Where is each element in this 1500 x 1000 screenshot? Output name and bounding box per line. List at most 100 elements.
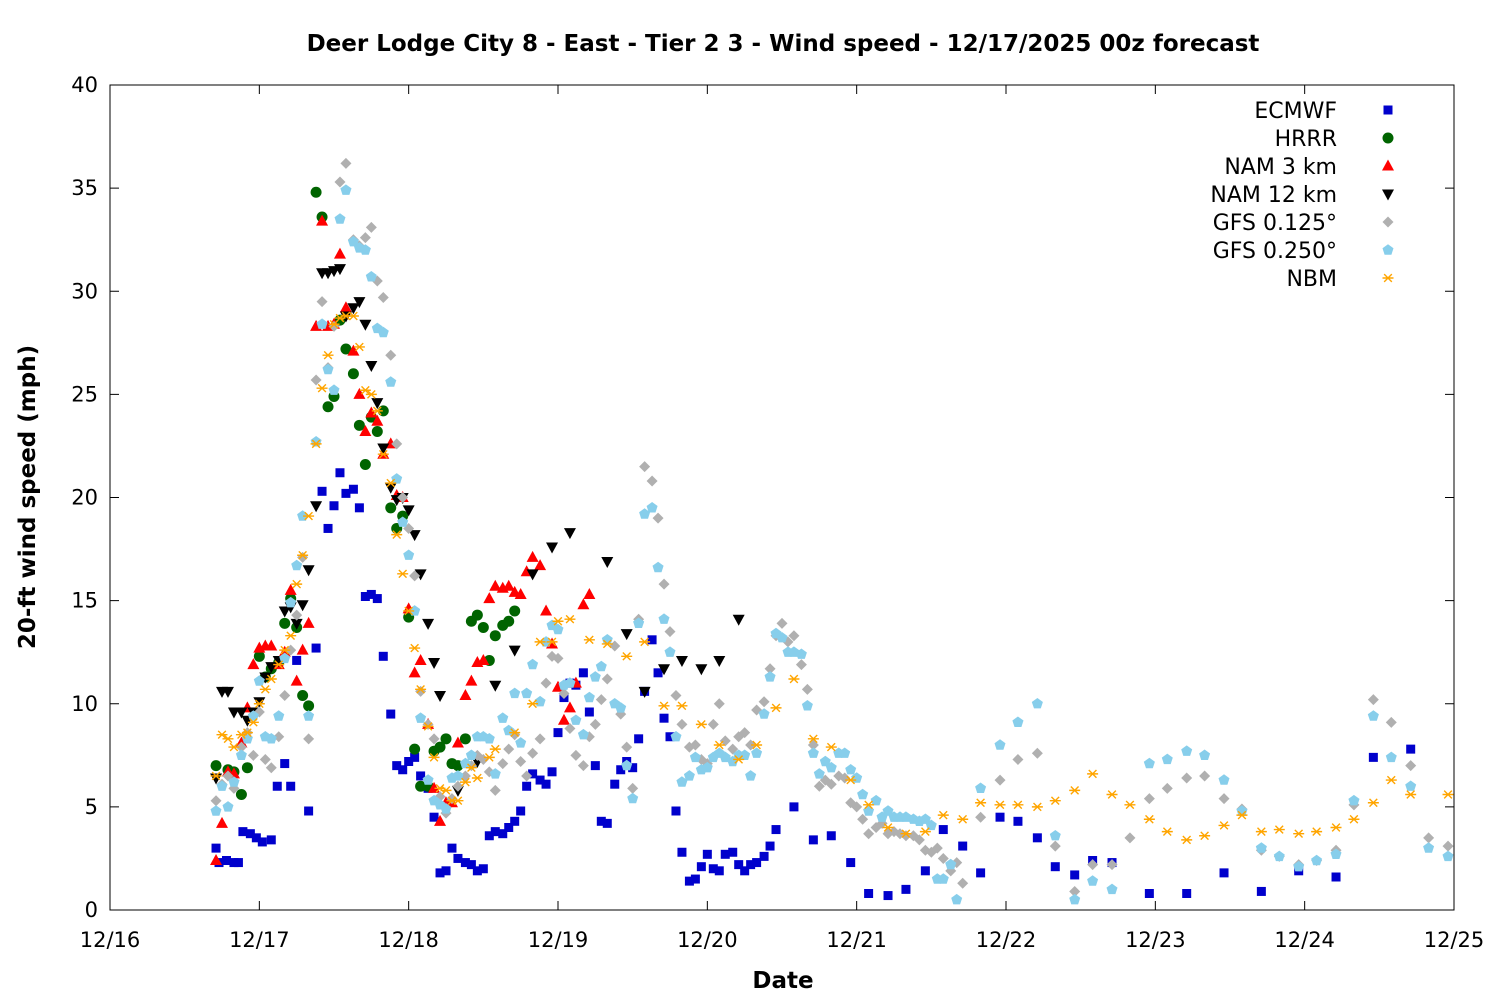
data-point bbox=[222, 801, 234, 812]
data-point bbox=[719, 735, 731, 747]
data-point bbox=[410, 752, 420, 762]
data-point bbox=[322, 350, 334, 360]
x-tick-label: 12/25 bbox=[1424, 928, 1485, 952]
data-point bbox=[323, 523, 333, 533]
data-point bbox=[957, 814, 969, 824]
data-point bbox=[515, 756, 527, 767]
data-point bbox=[1199, 831, 1211, 841]
data-point bbox=[596, 816, 606, 826]
data-point bbox=[1143, 793, 1155, 805]
data-point bbox=[253, 650, 265, 662]
data-point bbox=[526, 550, 539, 562]
data-point bbox=[489, 744, 501, 754]
data-point bbox=[1255, 842, 1267, 853]
data-point bbox=[279, 690, 291, 701]
data-point bbox=[683, 770, 695, 781]
data-point bbox=[646, 475, 658, 487]
data-point bbox=[602, 818, 612, 828]
data-point bbox=[453, 853, 463, 863]
data-point bbox=[403, 606, 415, 616]
data-point bbox=[384, 482, 397, 494]
data-point bbox=[851, 801, 863, 813]
data-point bbox=[1199, 770, 1211, 782]
data-point bbox=[452, 780, 464, 792]
data-point bbox=[752, 858, 762, 868]
data-point bbox=[825, 742, 837, 752]
data-point bbox=[465, 763, 477, 773]
data-point bbox=[459, 777, 471, 787]
data-point bbox=[353, 297, 366, 309]
data-point bbox=[278, 606, 291, 618]
data-point bbox=[415, 712, 427, 723]
data-point bbox=[1423, 832, 1435, 844]
data-point bbox=[521, 687, 533, 699]
data-point bbox=[900, 829, 912, 839]
data-point bbox=[590, 761, 600, 771]
data-point bbox=[1367, 710, 1379, 721]
data-point bbox=[285, 596, 297, 608]
data-point bbox=[764, 663, 776, 675]
data-point bbox=[210, 854, 223, 865]
data-point bbox=[534, 559, 547, 571]
data-point bbox=[578, 668, 588, 678]
data-point bbox=[359, 459, 371, 470]
x-tick-label: 12/21 bbox=[826, 928, 887, 952]
data-point bbox=[639, 461, 651, 473]
data-point bbox=[857, 813, 869, 825]
data-point bbox=[303, 733, 315, 745]
data-point bbox=[265, 762, 277, 774]
data-point bbox=[788, 674, 800, 684]
data-point bbox=[1255, 827, 1267, 836]
data-point bbox=[1144, 889, 1154, 898]
data-point bbox=[440, 733, 452, 745]
data-point bbox=[1273, 850, 1285, 862]
data-point bbox=[465, 749, 477, 760]
data-point bbox=[676, 718, 688, 730]
data-point bbox=[434, 691, 447, 702]
data-point bbox=[931, 842, 943, 854]
data-point bbox=[864, 889, 874, 898]
data-point bbox=[310, 436, 322, 447]
data-point bbox=[913, 834, 925, 846]
data-point bbox=[1405, 790, 1417, 799]
data-point bbox=[483, 733, 495, 744]
data-point bbox=[291, 559, 303, 571]
y-tick-label: 15 bbox=[71, 589, 98, 613]
data-point bbox=[1069, 893, 1081, 905]
data-point bbox=[919, 827, 931, 836]
data-point bbox=[515, 737, 527, 748]
data-point bbox=[365, 390, 377, 399]
data-point bbox=[1106, 859, 1118, 871]
data-point bbox=[216, 780, 228, 791]
data-point bbox=[508, 645, 521, 657]
data-point bbox=[471, 773, 483, 783]
data-point bbox=[621, 741, 633, 753]
data-point bbox=[1012, 753, 1024, 765]
data-point bbox=[238, 827, 248, 837]
data-point bbox=[522, 781, 532, 791]
data-point bbox=[285, 631, 297, 641]
data-point bbox=[509, 605, 521, 617]
data-point bbox=[764, 671, 776, 682]
data-point bbox=[297, 550, 309, 560]
data-point bbox=[671, 806, 681, 816]
data-point bbox=[527, 658, 539, 670]
data-point bbox=[509, 687, 521, 699]
data-point bbox=[1031, 698, 1043, 709]
data-point bbox=[247, 717, 259, 727]
data-point bbox=[647, 635, 657, 645]
x-tick-label: 12/23 bbox=[1125, 928, 1186, 952]
data-point bbox=[552, 652, 564, 664]
data-point bbox=[302, 565, 315, 577]
data-point bbox=[265, 733, 277, 744]
data-point bbox=[509, 728, 521, 737]
data-point bbox=[826, 831, 836, 841]
data-point bbox=[1181, 745, 1193, 756]
data-point bbox=[658, 701, 670, 711]
data-point bbox=[440, 786, 452, 795]
data-point bbox=[1161, 827, 1173, 836]
data-point bbox=[385, 349, 397, 361]
data-point bbox=[1013, 816, 1023, 826]
data-point bbox=[665, 732, 675, 742]
